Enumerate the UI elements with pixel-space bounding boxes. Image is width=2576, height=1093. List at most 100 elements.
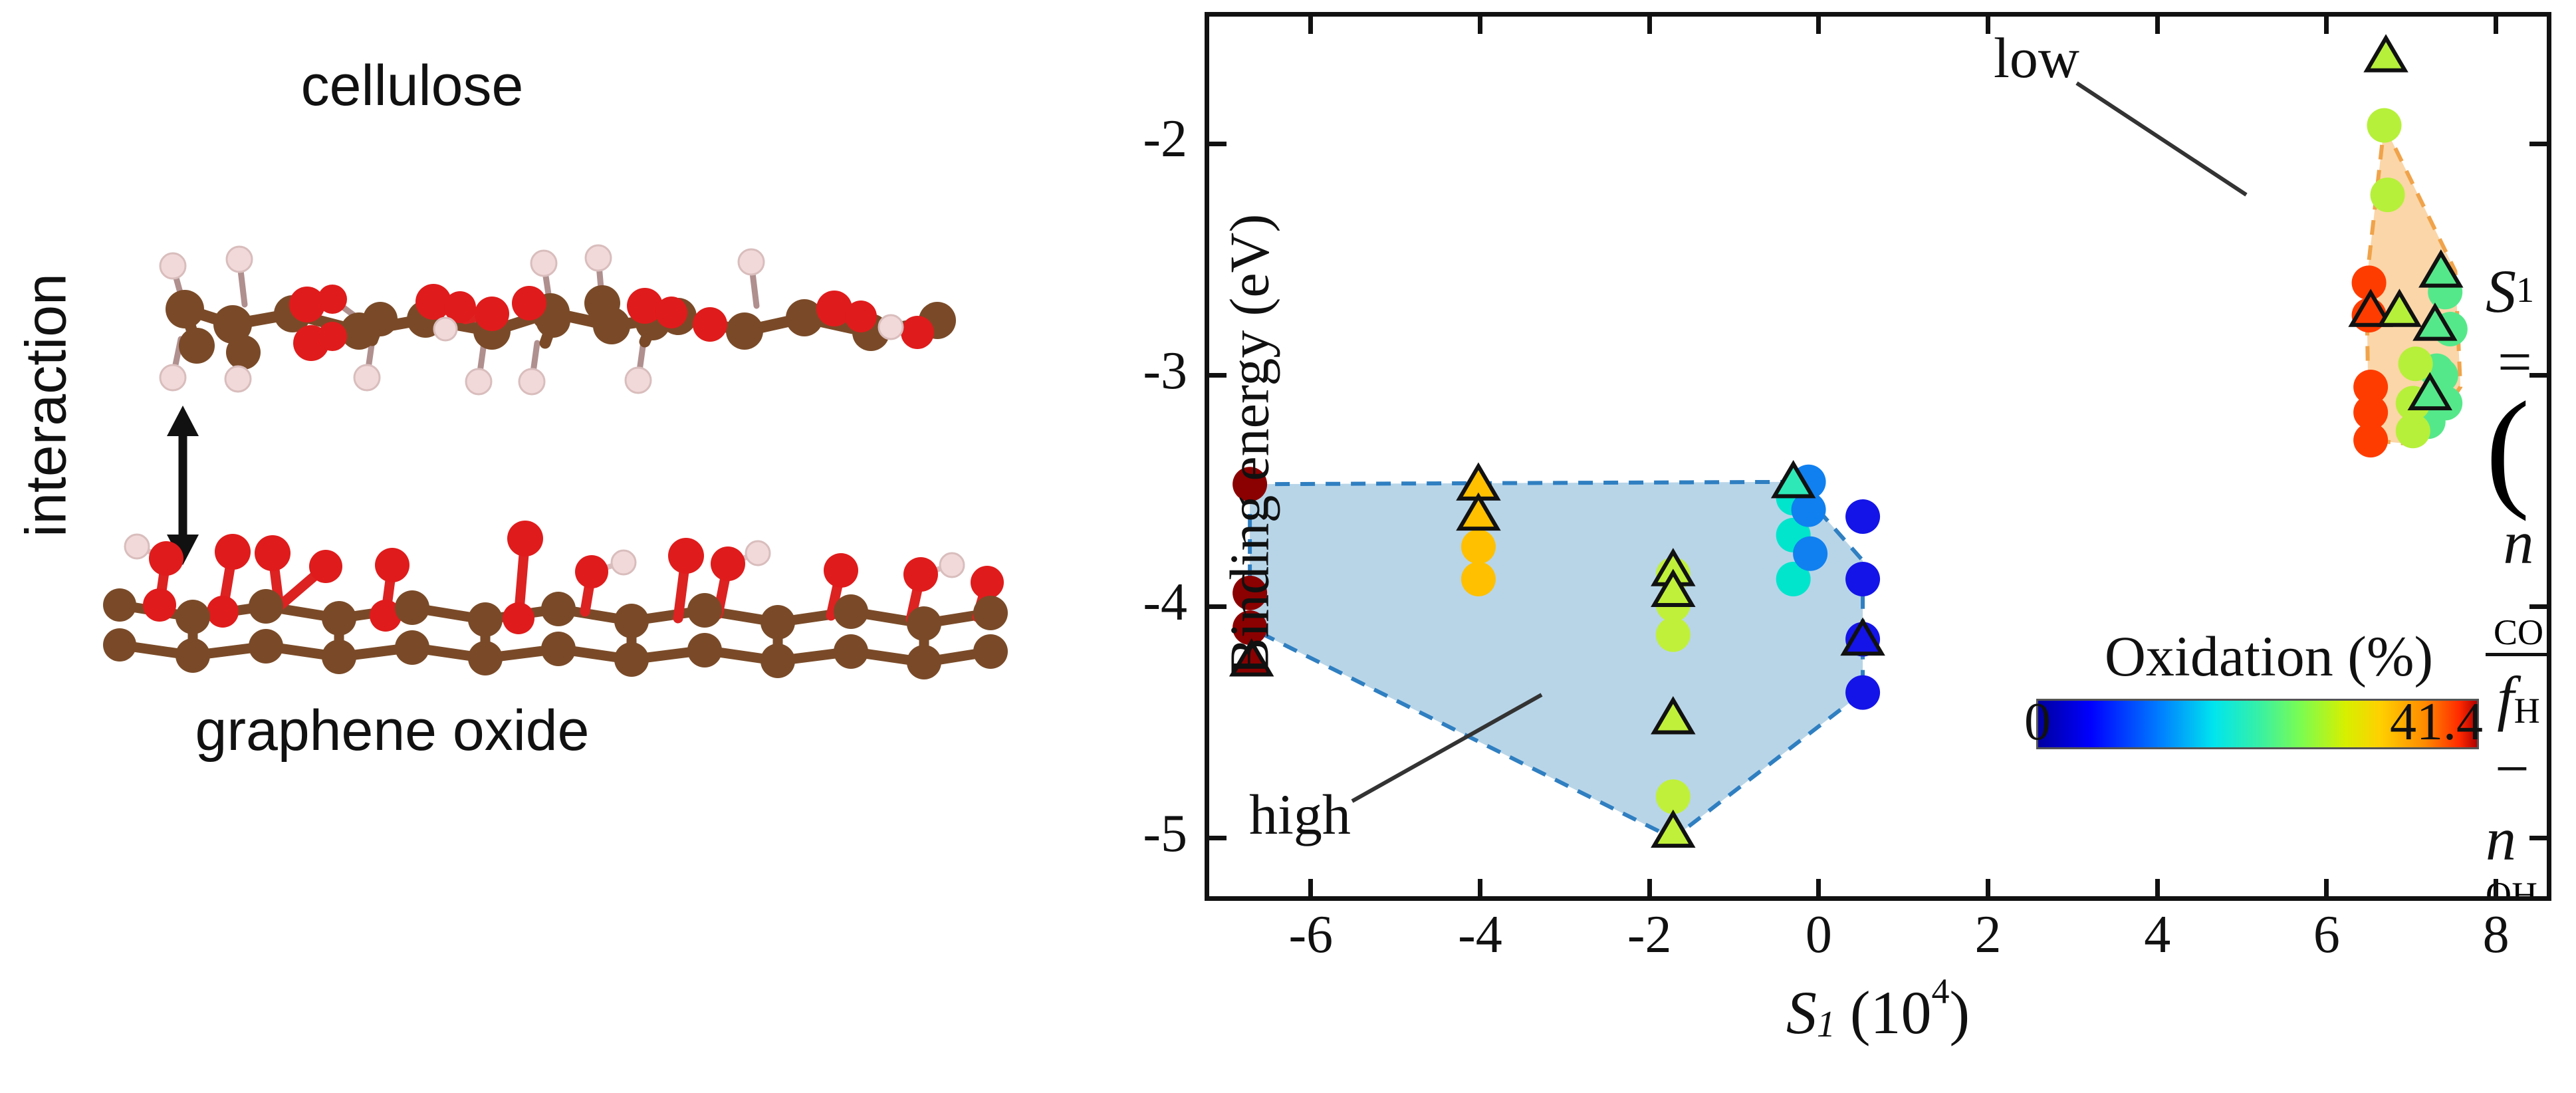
formula-term2: n [2486,804,2516,873]
data-point-triangle[interactable] [2407,372,2453,411]
y-axis-tick-label: -3 [1143,341,1187,400]
x-axis-tick-label: -2 [1627,906,1672,964]
data-point-triangle[interactable] [2363,34,2408,72]
x-axis-tick-top [1816,17,1821,34]
colorbar-max-label: 41.4 [2390,693,2483,751]
data-point-triangle[interactable] [2377,289,2422,327]
x-axis-tick-top [1308,17,1314,34]
binding-energy-scatter-plot: low high S1=( nCO fH −nOHfH)n 3 OH √dz O… [1205,12,2551,901]
data-point-circle[interactable] [1232,467,1268,502]
data-point-circle[interactable] [1655,617,1691,652]
data-point-triangle[interactable] [1840,617,1885,656]
y-axis-tick [1209,604,1227,610]
formula-den-sub: H [2514,691,2540,731]
x-axis-tick [1477,879,1482,896]
data-point-triangle[interactable] [1651,568,1696,608]
graphene-oxide-label: graphene oxide [195,699,590,763]
data-point-circle[interactable] [1791,492,1826,527]
data-point-circle[interactable] [1461,529,1496,564]
formula-paren-open: ( [2486,375,2530,522]
y-axis-tick-label: -4 [1143,572,1187,632]
x-axis-tick [1647,879,1652,896]
plot-area: low high S1=( nCO fH −nOHfH)n 3 OH √dz O… [1209,17,2547,896]
data-point-circle[interactable] [2395,414,2430,449]
x-axis-tick [2494,879,2499,896]
y-axis-tick [1209,141,1227,146]
formula-equals: = [2498,328,2532,396]
data-point-triangle[interactable] [2348,289,2393,327]
annotation-high: high [1249,783,1351,846]
x-axis-unit-close: ) [1949,978,1970,1046]
formula-s1: S1=( nCO fH −nOHfH)n 3 OH √dz [2486,256,2547,896]
data-point-triangle[interactable] [1229,638,1274,677]
data-point-circle[interactable] [2367,108,2402,143]
formula-lhs-sub: 1 [2516,270,2534,310]
y-axis-tick [1209,836,1227,841]
data-point-circle[interactable] [1655,779,1691,814]
y-axis-tick-right [2529,373,2547,378]
colorbar-gradient [2036,699,2479,749]
x-axis-tick [1986,879,1991,896]
x-axis-tick [1816,879,1821,896]
y-axis-tick-right [2529,836,2547,841]
graphene-oxide-molecule-diagram [103,521,1008,679]
data-point-circle[interactable] [1845,499,1881,535]
formula-lhs: S [2486,257,2516,325]
data-point-circle[interactable] [2353,395,2389,430]
formula-minus: − [2495,734,2529,802]
data-point-triangle[interactable] [1651,809,1696,848]
x-axis-tick-label: 0 [1805,906,1832,964]
x-axis-unit: (10 [1849,978,1932,1046]
x-axis-tick-label: 4 [2144,906,2171,964]
data-point-circle[interactable] [1793,536,1828,571]
interaction-label: interaction [14,273,78,537]
data-point-circle[interactable] [1232,575,1268,610]
x-axis-tick-top [2494,17,2499,34]
y-axis-tick-label: -5 [1143,804,1187,863]
cellulose-molecule-diagram [159,244,956,396]
x-axis-exponent: 4 [1931,971,1950,1011]
data-point-circle[interactable] [1461,562,1496,597]
double-headed-arrow-icon [167,406,199,565]
x-axis-tick-top [1477,17,1482,34]
x-axis-tick-label: 8 [2482,906,2510,964]
data-point-triangle[interactable] [2412,303,2458,341]
data-point-circle[interactable] [1232,610,1268,646]
data-point-circle[interactable] [1776,562,1811,597]
x-axis-tick-top [1647,17,1652,34]
data-layer [1229,34,2468,848]
data-point-triangle[interactable] [1651,695,1696,735]
data-point-circle[interactable] [2370,178,2405,213]
data-point-triangle[interactable] [1456,492,1501,531]
colorbar-title: Oxidation (%) [2104,624,2434,688]
x-axis-tick-top [2324,17,2329,34]
annotation-low: low [1994,26,2079,90]
molecular-structure-panel: cellulose interaction [0,0,1010,1093]
data-point-circle[interactable] [2353,370,2389,405]
formula-fraction: n CO fH [2486,501,2547,733]
x-axis-tick [2155,879,2160,896]
x-axis-label: S1 (104) [1413,971,2343,1048]
x-axis-symbol: S [1786,978,1817,1046]
data-point-circle[interactable] [2351,265,2387,301]
data-point-triangle[interactable] [1770,459,1816,499]
y-axis-tick-right [2529,604,2547,610]
data-point-circle[interactable] [2398,346,2433,382]
y-axis-tick-right [2529,141,2547,146]
data-point-circle[interactable] [1845,562,1881,597]
formula-num-sub: CO [2494,612,2544,653]
x-axis-tick-label: -6 [1288,906,1334,964]
x-axis-tick [1308,879,1314,896]
data-point-circle[interactable] [2353,423,2389,458]
y-axis-tick-label: -2 [1143,110,1187,169]
formula-num: n [2503,508,2534,576]
x-axis-symbol-sub: 1 [1816,1004,1835,1046]
formula-den: f [2497,664,2514,732]
data-point-triangle[interactable] [2418,249,2464,288]
y-axis-tick [1209,373,1227,378]
x-axis-tick-top [2155,17,2160,34]
x-axis-tick-label: 6 [2313,906,2340,964]
x-axis-tick-label: 2 [1974,906,2002,964]
data-point-circle[interactable] [1845,675,1881,710]
x-axis-tick [2324,879,2329,896]
